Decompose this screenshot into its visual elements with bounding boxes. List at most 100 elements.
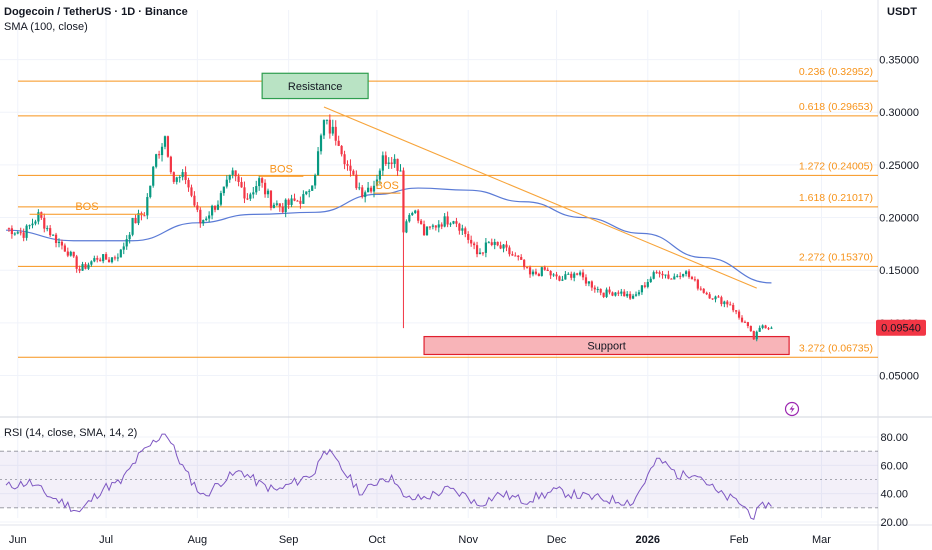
candle-body [752,331,755,340]
candle-body [43,217,46,229]
trendline [323,106,757,289]
candle-body [484,242,487,253]
candle-body [431,225,434,227]
candle-body [196,205,199,210]
chart-title: Dogecoin / TetherUS · 1D · Binance [4,6,188,18]
last-price-badge[interactable] [876,319,926,336]
candle-body [202,220,205,224]
candle-body [213,205,217,210]
candle-body [631,295,635,299]
candle-body [617,292,620,294]
candle-body [470,239,473,244]
candle-body [355,174,358,189]
time-tick-label: Dec [547,534,567,546]
rsi-line[interactable] [5,433,772,521]
fib-level-label: 1.618 (0.21017) [799,192,873,204]
sma-100-line[interactable] [5,187,772,284]
candle-body [740,317,744,322]
candle-body [361,187,364,198]
candle-body [508,247,511,255]
candle-body [314,175,317,186]
lightning-alert-icon[interactable] [784,401,800,417]
descending-trendline[interactable] [323,106,757,289]
candle-body [87,264,90,269]
candle-body [746,322,750,327]
price-tick-label: 0.25000 [879,160,919,172]
candle-body [440,224,443,227]
candle-body [655,272,658,274]
candle-body [325,119,329,121]
time-tick-label: 2026 [636,534,660,546]
fib-level-label: 2.272 (0.15370) [799,251,873,263]
candle-body [311,185,314,191]
candle-body [346,164,349,166]
candle-body [499,245,502,249]
candle-body [13,233,16,235]
support-zone-label: Support [587,341,626,353]
candle-body [367,187,370,193]
rsi-pane[interactable] [0,433,878,521]
candle-body [570,273,573,278]
candle-body [543,267,546,270]
candle-body [458,223,461,231]
candle-body [46,228,49,230]
candle-body [708,294,711,299]
candle-body [611,292,614,296]
candle-body [149,185,152,198]
candle-body [428,226,432,228]
resistance-zone[interactable] [261,72,369,100]
candle-body [157,154,161,156]
candle-body [696,279,699,289]
candle-body [452,221,455,224]
candle-body [735,310,738,312]
candle-body [308,190,311,192]
candle-body [119,249,122,258]
rsi-tick-label: 60.00 [880,460,908,472]
candle-body [316,151,320,176]
sma-line [5,187,772,284]
candle-body [549,271,552,276]
currency-label[interactable]: USDT [887,6,917,18]
time-tick-label: Nov [458,534,478,546]
candle-body [10,228,13,235]
candle-body [299,200,302,204]
time-tick-label: Jun [9,534,27,546]
candle-body [534,271,538,274]
candle-body [705,292,708,295]
time-tick-label: Sep [279,534,299,546]
candle-body [16,232,19,234]
candle-body [629,293,632,299]
candle-body [7,228,11,230]
candle-body [649,278,652,283]
candle-body [125,239,128,247]
candle-body [402,170,405,233]
candle-body [131,218,134,235]
time-tick-label: Aug [188,534,208,546]
candle-body [537,273,540,276]
rsi-tick-label: 80.00 [880,432,908,444]
candle-body [340,145,343,155]
candle-body [414,210,417,214]
candle-body [231,170,234,175]
candle-body [646,282,649,287]
candle-body [464,228,467,235]
price-tick-label: 0.20000 [879,213,919,225]
candle-body [284,199,287,213]
candle-body [72,251,75,257]
zones: Resistance Support [261,72,790,356]
candle-body [178,177,181,179]
candle-body [531,271,535,275]
candle-body [761,325,764,328]
candle-body [107,259,111,263]
support-zone[interactable] [423,335,790,356]
candle-body [505,244,508,248]
candle-body [714,296,717,300]
candle-body [181,172,184,178]
candle-body [240,181,243,188]
price-pane[interactable]: 0.236 (0.32952) 0.618 (0.29653) 1.272 (0.2… [5,66,878,358]
candle-body [643,285,646,287]
candle-body [652,272,655,279]
candle-body [770,327,773,329]
